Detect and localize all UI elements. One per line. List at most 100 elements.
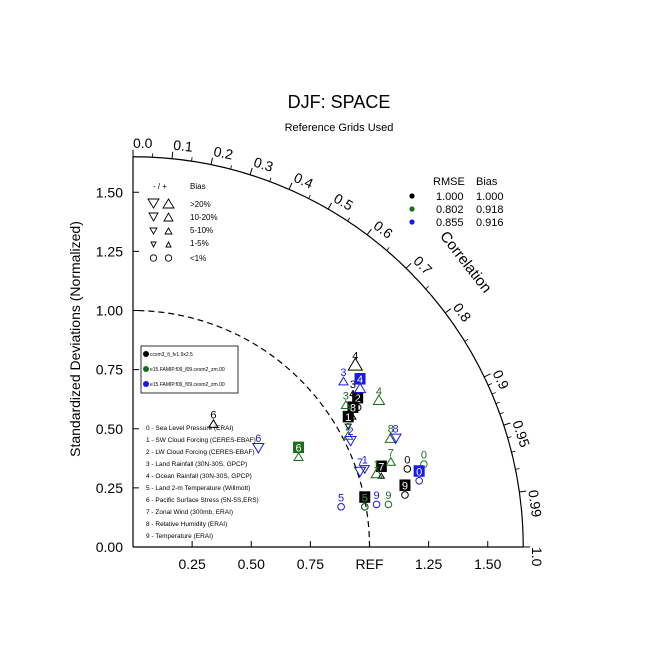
point-label: 3 [350,379,356,391]
case-label: e15.FAMIP.f09_f09.cesm2_zm.00 [150,382,225,388]
marker-triangle-up [342,430,354,440]
bias-legend-label: 10-20% [190,213,218,222]
y-tick-label: 1.50 [96,184,123,200]
correlation-tick [366,228,372,236]
point-label: 3 [340,367,346,379]
point-label: 0 [421,450,427,462]
stats-rmse: 0.855 [436,217,464,229]
point-label-box [347,401,359,413]
marker-triangle-up [384,431,398,443]
point-label: 1 [374,459,380,471]
correlation-minor-tick [515,468,520,470]
case-marker-black [143,351,149,357]
marker-triangle-up [293,451,304,462]
bias-legend-sign-header: - / + [153,182,167,191]
chart-title: DJF: SPACE [288,92,391,112]
variable-item: 2 - LW Cloud Forcing (CERES-EBAF) [146,449,255,456]
point-label: 2 [348,426,354,438]
marker-triangle-up [349,413,357,420]
correlation-tick-label: 0.2 [212,143,234,163]
triangle-up-icon [162,198,175,209]
case-legend-box [140,345,239,394]
point-label: 8 [388,424,394,436]
correlation-minor-tick [425,285,429,290]
point-label-box [375,460,387,473]
correlation-minor-tick [230,165,232,170]
correlation-tick [171,151,174,159]
variable-item: 4 - Ocean Rainfall (30N-30S, GPCP) [146,473,252,480]
variable-item: 7 - Zonal Wind (300mb, ERAI) [146,509,233,516]
correlation-label: Correlation [436,228,495,296]
marker-triangle-up [347,357,364,371]
marker-triangle-down [359,465,371,475]
triangle-down-icon [147,198,160,209]
correlation-minor-tick [347,217,351,222]
point-label: 4 [376,386,382,398]
correlation-minor-tick [491,392,496,395]
stats-header-rmse: RMSE [433,176,465,188]
point-label-box [359,491,371,503]
point-label: 9 [402,480,408,492]
stats-bias: 0.918 [476,204,504,216]
point-label: 9 [385,490,391,502]
correlation-tick [327,202,333,210]
marker-triangle-up [208,418,219,428]
point-label: 6 [295,443,301,455]
y-tick-label: 0.75 [96,362,123,378]
case-label: ccsm3_fi_fv1.9x2.5 [150,352,193,358]
correlation-tick-label: 0.6 [371,217,396,242]
variable-item: 5 - Land 2-m Temperature (Willmott) [146,485,250,492]
point-label: 4 [357,374,363,386]
correlation-tick [405,262,412,269]
marker-circle [372,500,381,509]
stats-dot-green [409,206,415,212]
marker-circle [403,465,412,473]
x-tick-label: REF [356,556,384,572]
point-label-box [352,391,364,404]
marker-triangle-down [344,423,353,431]
correlation-minor-tick [308,194,311,199]
correlation-minor-tick [386,247,390,251]
stats-bias: 0.916 [476,217,504,229]
bias-legend-header: Bias [190,182,206,191]
bias-legend-label: >20% [190,200,211,209]
point-label: 0 [416,466,422,478]
point-label: 5 [338,492,344,504]
point-label-box [293,441,305,454]
point-label: 7 [378,462,384,474]
correlation-tick-label: 0.95 [509,418,533,449]
point-label: 8 [350,402,356,414]
correlation-tick [249,167,253,175]
correlation-tick-label: 0.0 [133,135,153,151]
correlation-tick [503,422,511,426]
point-label: 5 [362,492,368,504]
marker-triangle-up [338,376,349,386]
point-label: 6 [210,410,216,422]
y-tick-label: 0.50 [96,421,123,437]
marker-circle [360,502,369,511]
variable-item: 9 - Temperature (ERAI) [146,533,213,540]
correlation-tick-label: 0.9 [490,367,513,392]
point-label: 7 [388,447,394,459]
point-label: 1 [345,412,351,424]
y-tick-label: 0.00 [96,539,123,555]
marker-triangle-down [344,435,357,447]
point-label: 1 [362,454,368,466]
correlation-tick-label: 0.7 [410,253,435,278]
stats-rmse: 0.802 [436,204,464,216]
correlation-minor-tick [495,401,500,404]
stats-dot-black [409,193,415,199]
x-tick-label: 1.50 [474,556,501,572]
correlation-tick [288,182,293,190]
case-marker-green [143,366,149,372]
bias-legend-label: 1-5% [190,239,209,248]
point-label: 4 [352,350,358,362]
marker-circle [415,476,423,485]
triangle-down-icon [150,241,157,249]
marker-triangle-up [372,394,386,405]
stats-rmse: 1.000 [436,191,464,203]
point-label-box [413,465,425,477]
outer-arc [132,156,524,548]
